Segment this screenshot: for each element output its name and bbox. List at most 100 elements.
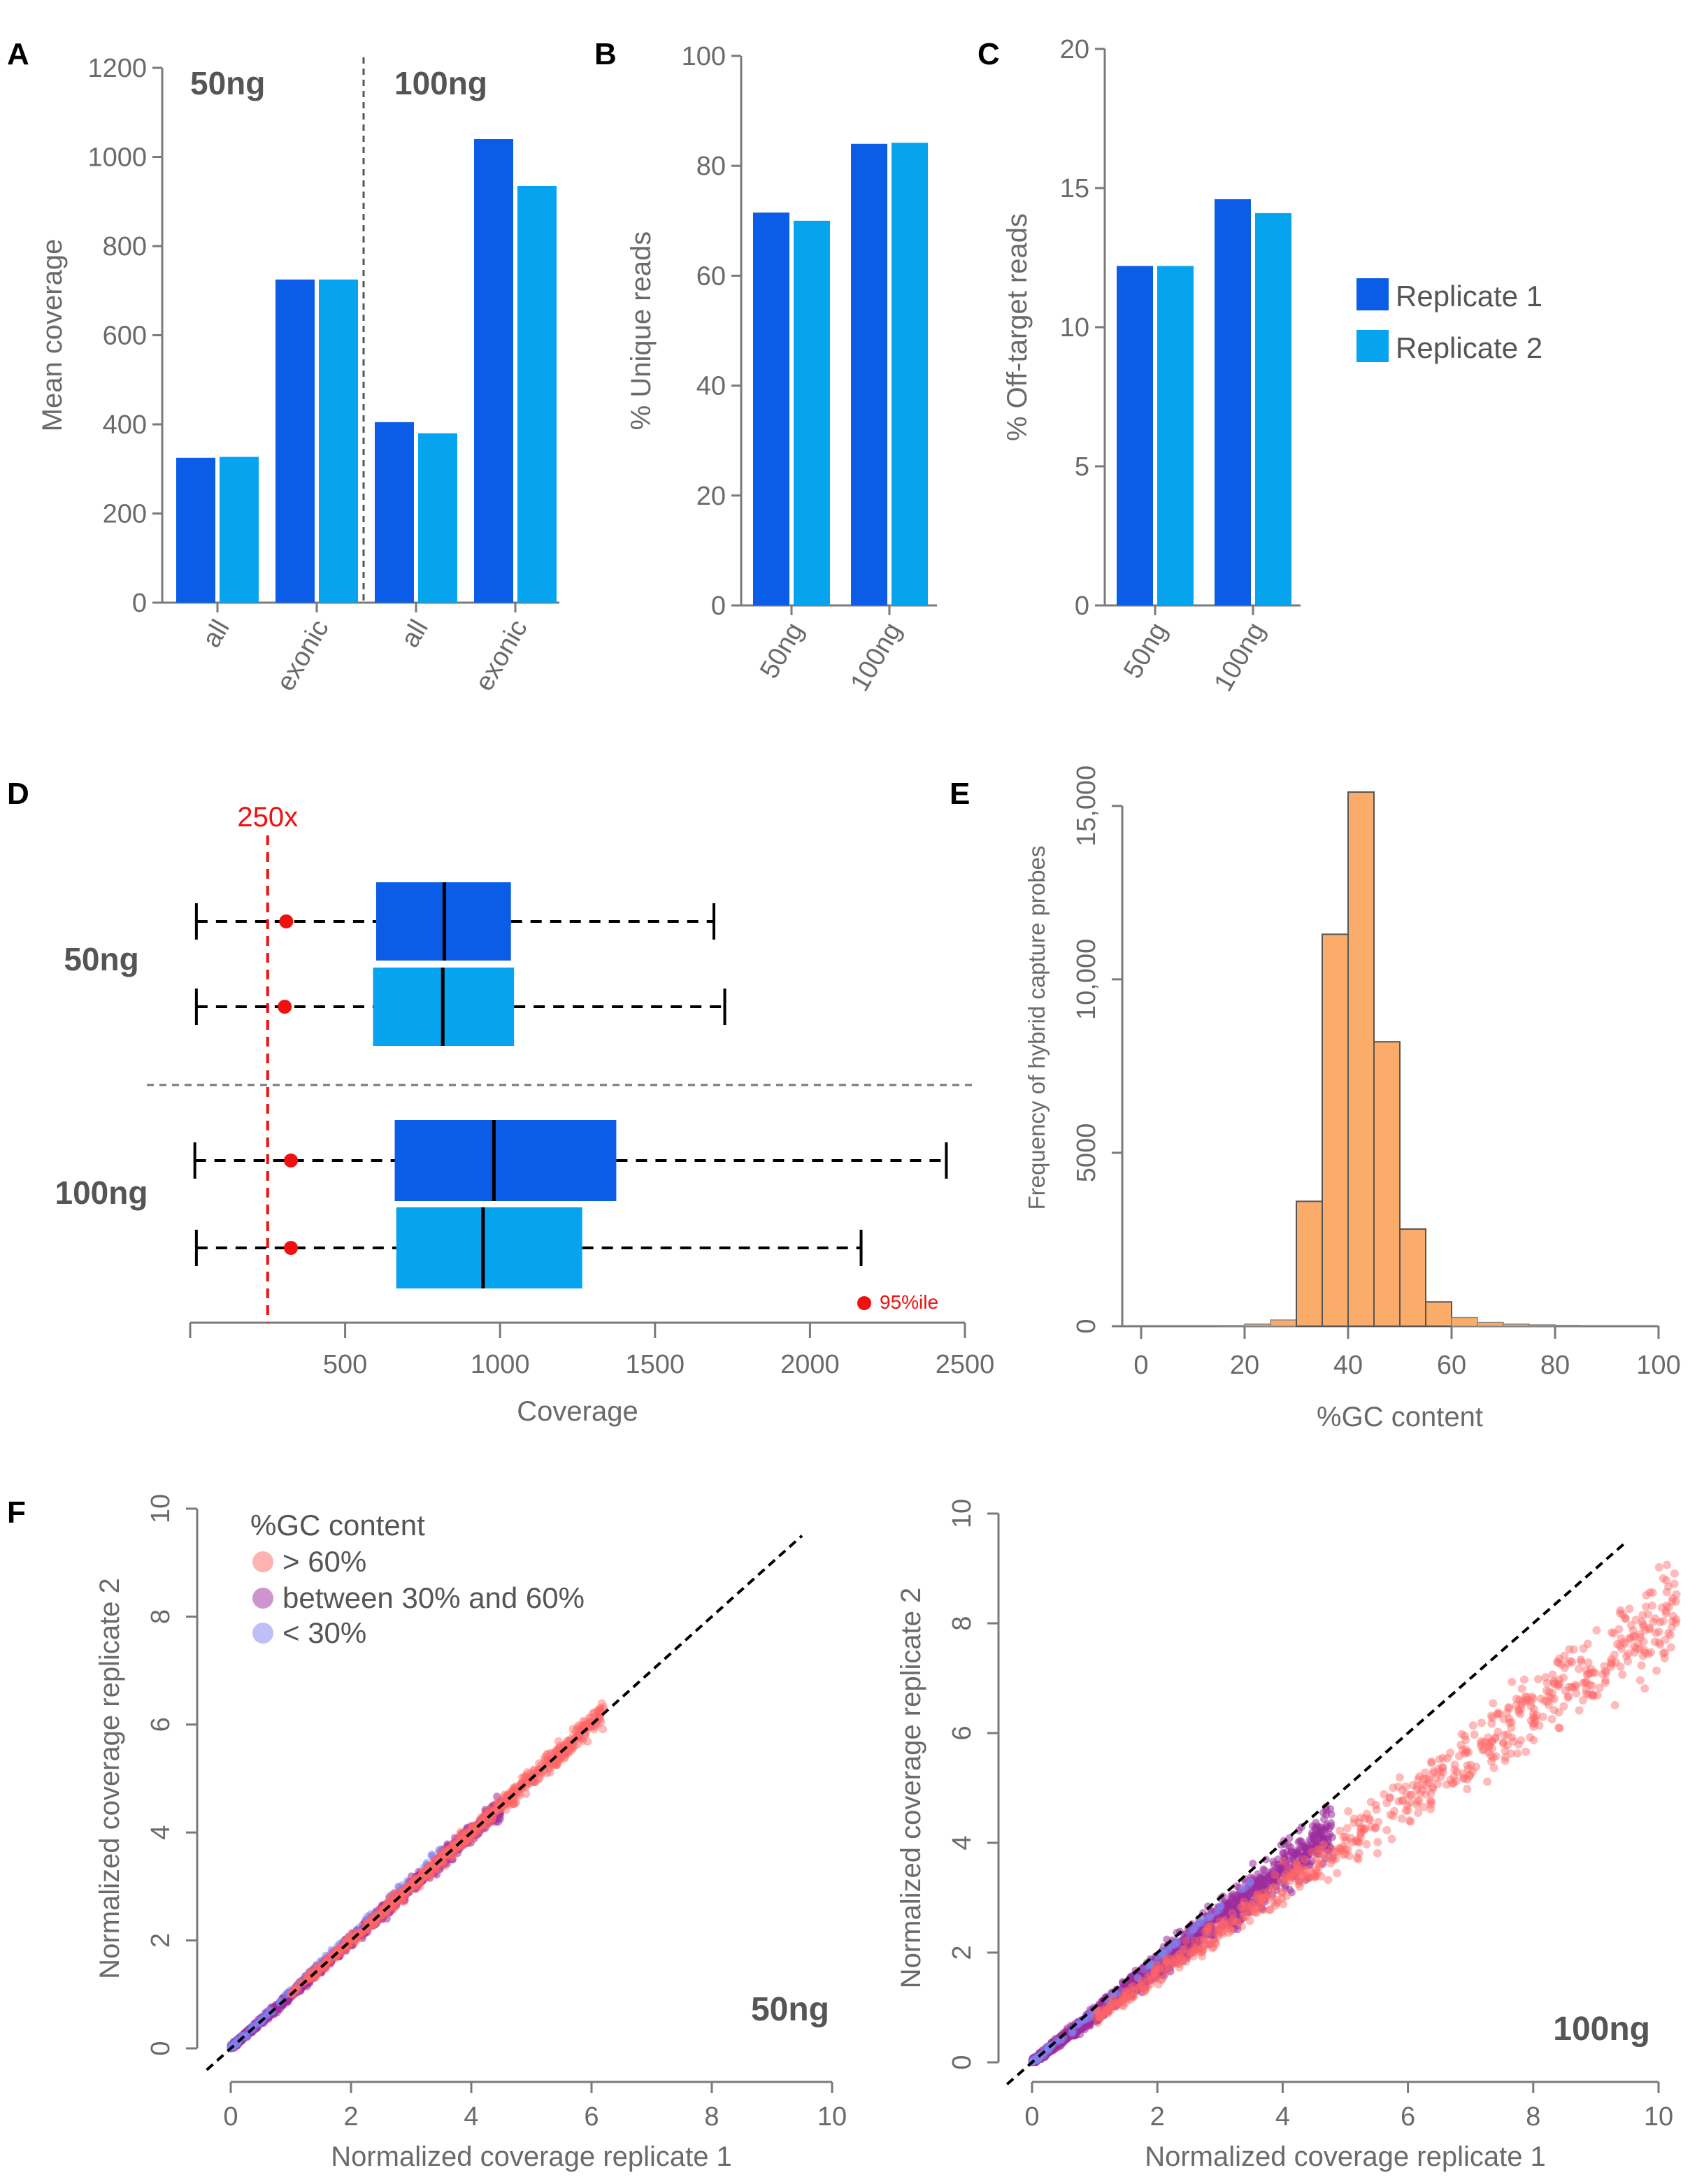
data-point bbox=[501, 1805, 510, 1814]
data-point bbox=[420, 1863, 428, 1872]
data-point bbox=[568, 1725, 578, 1734]
data-point bbox=[459, 1831, 468, 1840]
data-point bbox=[543, 1749, 552, 1758]
data-point bbox=[580, 1717, 589, 1726]
data-point bbox=[292, 1983, 301, 1992]
histogram-bar bbox=[1322, 933, 1349, 1327]
data-point bbox=[408, 1883, 417, 1892]
histogram-bar bbox=[1451, 1316, 1478, 1327]
data-point bbox=[428, 1861, 437, 1870]
data-point bbox=[521, 1772, 530, 1781]
data-point bbox=[397, 1897, 406, 1906]
y-tick-label: 100 bbox=[682, 42, 726, 71]
data-point bbox=[377, 1911, 386, 1920]
data-point bbox=[508, 1799, 517, 1809]
histogram-bar bbox=[1477, 1321, 1504, 1327]
data-point bbox=[375, 1904, 384, 1913]
data-point bbox=[485, 1815, 494, 1824]
data-point bbox=[535, 1774, 544, 1783]
data-point bbox=[568, 1741, 577, 1751]
data-point bbox=[1324, 1832, 1333, 1841]
data-point bbox=[553, 1760, 562, 1769]
data-point bbox=[596, 1710, 605, 1719]
data-point bbox=[552, 1746, 561, 1755]
data-point bbox=[336, 1942, 345, 1951]
legend-swatch-rep1 bbox=[1356, 278, 1389, 310]
data-point bbox=[594, 1706, 603, 1715]
data-point bbox=[1280, 1849, 1288, 1858]
y-tick-label: 40 bbox=[696, 372, 726, 401]
data-point bbox=[554, 1752, 564, 1761]
legend-swatch-rep2 bbox=[1356, 330, 1389, 362]
data-point bbox=[564, 1744, 573, 1753]
data-point bbox=[499, 1793, 508, 1802]
data-point bbox=[554, 1744, 564, 1753]
bar-rep1-all bbox=[176, 457, 215, 603]
data-point bbox=[336, 1949, 345, 1958]
data-point bbox=[499, 1796, 508, 1805]
data-point bbox=[429, 1865, 438, 1874]
data-point bbox=[1505, 1718, 1514, 1727]
data-point bbox=[305, 1968, 313, 1976]
data-point bbox=[433, 1870, 441, 1878]
data-point bbox=[450, 1846, 459, 1855]
y-tick-label: 1000 bbox=[87, 143, 147, 173]
data-point bbox=[438, 1850, 447, 1859]
data-point bbox=[552, 1760, 561, 1769]
x-tick-label: 4 bbox=[1275, 2102, 1290, 2132]
data-point bbox=[399, 1897, 408, 1906]
data-point bbox=[1188, 1926, 1196, 1934]
data-point bbox=[419, 1868, 428, 1877]
data-point bbox=[1171, 1941, 1180, 1949]
legend-label-95ile: 95%ile bbox=[880, 1291, 938, 1313]
y-tick-label: 2 bbox=[146, 1933, 176, 1948]
data-point bbox=[560, 1753, 569, 1762]
y-tick-label: 8 bbox=[947, 1616, 977, 1630]
y-tick-label: 600 bbox=[103, 322, 147, 351]
bar-rep1-50ng bbox=[1117, 266, 1153, 605]
x-tick-label: 500 bbox=[323, 1350, 367, 1379]
bar-rep2-all bbox=[220, 457, 259, 603]
y-tick-label: 1200 bbox=[87, 54, 147, 83]
data-point bbox=[502, 1798, 511, 1807]
y-axis-label: Mean coverage bbox=[37, 239, 68, 432]
bar-rep2-100ng bbox=[892, 143, 928, 606]
data-point bbox=[529, 1766, 538, 1775]
data-point bbox=[385, 1909, 394, 1917]
bar-rep1-50ng bbox=[753, 213, 789, 605]
bar-rep1-exonic bbox=[275, 279, 315, 603]
data-point bbox=[1373, 1849, 1382, 1858]
data-point bbox=[1450, 1765, 1459, 1774]
data-point bbox=[590, 1708, 599, 1717]
y-tick-label: 0 bbox=[1075, 591, 1089, 621]
data-point bbox=[511, 1798, 520, 1807]
data-point bbox=[1576, 1655, 1585, 1665]
data-point bbox=[545, 1768, 554, 1777]
data-point bbox=[338, 1946, 347, 1954]
data-point bbox=[448, 1842, 457, 1851]
x-tick-label: all bbox=[196, 615, 235, 653]
data-point bbox=[449, 1840, 458, 1849]
histogram-bar bbox=[1425, 1301, 1452, 1328]
scatter-legend-label: < 30% bbox=[282, 1616, 366, 1649]
data-point bbox=[369, 1918, 378, 1927]
data-point bbox=[505, 1797, 514, 1806]
histogram-bar bbox=[1373, 1041, 1401, 1327]
data-point bbox=[417, 1869, 427, 1878]
data-point bbox=[1427, 1757, 1436, 1766]
y-tick-label: 10,000 bbox=[1072, 939, 1101, 1020]
data-point bbox=[463, 1837, 472, 1846]
data-point bbox=[1311, 1831, 1319, 1839]
data-point bbox=[1249, 1860, 1257, 1868]
data-point bbox=[594, 1707, 603, 1716]
x-tick-label: 2 bbox=[343, 2102, 358, 2132]
data-point bbox=[510, 1799, 519, 1809]
y-axis-label: Normalized coverage replicate 2 bbox=[896, 1588, 926, 1989]
data-point bbox=[243, 2033, 252, 2041]
data-point bbox=[399, 1893, 408, 1902]
data-point bbox=[421, 1872, 430, 1881]
scatter-legend-title: %GC content bbox=[250, 1509, 425, 1542]
